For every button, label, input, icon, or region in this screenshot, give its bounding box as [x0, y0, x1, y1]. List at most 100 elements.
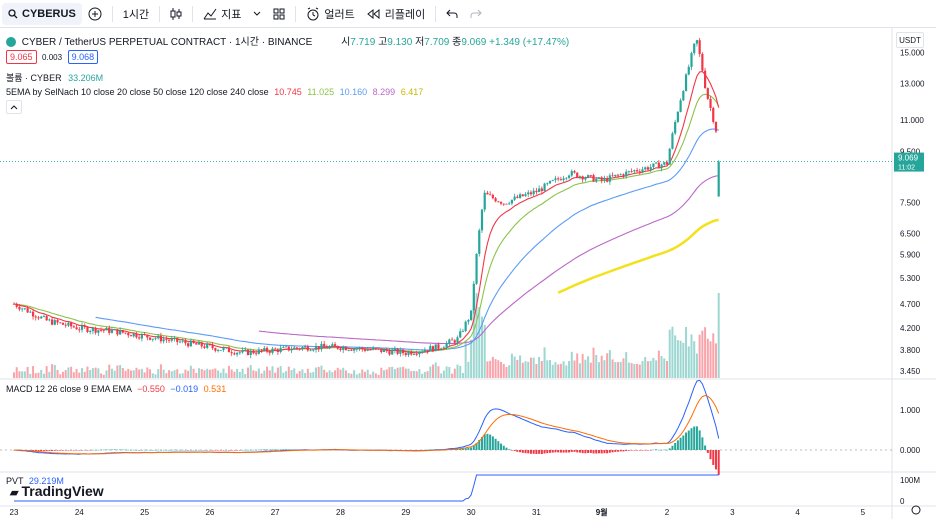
macd-histogram-bar — [53, 450, 56, 451]
symbol-search-button[interactable]: CYBERUS — [2, 2, 82, 25]
buy-button[interactable]: 9.068 — [67, 50, 99, 64]
candle-body — [679, 100, 682, 112]
volume-bar — [287, 366, 290, 378]
volume-bar — [110, 368, 113, 378]
interval-button[interactable]: 1시간 — [122, 8, 150, 21]
macd-histogram-bar — [64, 450, 67, 451]
indicators-button[interactable]: 지표 — [197, 3, 247, 25]
templates-button[interactable] — [267, 3, 291, 25]
candle-body — [339, 348, 342, 350]
volume-bar — [358, 373, 361, 378]
candle-body — [116, 329, 119, 335]
candle-body — [157, 335, 160, 339]
candle-body — [655, 162, 658, 164]
macd-histogram-bar — [456, 449, 459, 450]
candle-body — [660, 164, 663, 169]
macd-histogram-bar — [622, 450, 625, 452]
volume-bar — [502, 363, 505, 378]
candle-body — [154, 338, 157, 340]
candle-body — [59, 322, 62, 324]
indicators-dropdown[interactable] — [247, 3, 267, 25]
candle-body — [110, 329, 114, 333]
macd-histogram-bar — [646, 450, 649, 451]
chart-canvas[interactable]: 15.000 13.000 11.000 9.500 7.500 6.500 5.900 5.… — [0, 28, 936, 519]
volume-legend[interactable]: 볼륨 · CYBER 33.206M — [6, 71, 103, 84]
candle-body — [494, 198, 497, 202]
pvt-legend[interactable]: PVT 29.219M — [6, 476, 64, 486]
candle-body — [301, 347, 304, 350]
compare-button[interactable] — [82, 3, 108, 25]
high-value: 9.130 — [387, 37, 413, 48]
macd-histogram-bar — [611, 450, 614, 453]
ema50-value: 10.160 — [339, 87, 368, 97]
chart-type-button[interactable] — [164, 3, 188, 25]
volume-bar — [355, 374, 358, 378]
volume-bar — [429, 366, 432, 378]
macd-legend[interactable]: MACD 12 26 close 9 EMA EMA −0.550 −0.019… — [6, 384, 226, 394]
candle-body — [56, 320, 59, 323]
candle-body — [646, 167, 650, 170]
macd-histogram-bar — [532, 450, 535, 454]
volume-bar — [470, 339, 473, 378]
candle-body — [132, 333, 135, 337]
sell-button[interactable]: 9.065 — [6, 50, 37, 64]
macd-histogram-bar — [698, 430, 701, 450]
candle-body — [453, 340, 456, 343]
macd-histogram-bar — [274, 449, 277, 450]
macd-histogram-bar — [578, 450, 581, 453]
collapse-legend-button[interactable] — [6, 100, 22, 114]
macd-histogram-bar — [494, 438, 497, 450]
volume-bar — [486, 361, 489, 378]
macd-histogram-bar — [181, 449, 184, 451]
volume-bar — [644, 357, 647, 378]
volume-bar — [72, 372, 75, 378]
undo-button[interactable] — [440, 3, 464, 25]
volume-value: 33.206M — [68, 73, 104, 83]
macd-histogram-bar — [657, 449, 660, 451]
volume-bar — [614, 362, 617, 378]
candle-body — [271, 348, 274, 353]
candle-body — [119, 330, 122, 335]
macd-histogram-bar — [42, 450, 45, 451]
macd-histogram-bar — [83, 449, 86, 451]
candle-body — [663, 162, 666, 165]
volume-bar — [494, 359, 497, 378]
candle-body — [480, 209, 484, 231]
macd-histogram-bar — [682, 435, 685, 450]
candle-body — [423, 350, 426, 352]
indicators-icon — [203, 8, 217, 20]
redo-button[interactable] — [464, 3, 488, 25]
candle-body — [508, 203, 511, 205]
low-label: 저 — [415, 37, 425, 48]
macd-histogram-bar — [266, 449, 269, 451]
currency-selector[interactable]: USDT — [896, 32, 924, 48]
price-tick-label: 15.000 — [900, 49, 925, 58]
volume-bar — [581, 354, 584, 378]
time-tick-label: 3 — [730, 508, 735, 517]
candle-body — [31, 311, 35, 317]
volume-bar — [489, 360, 492, 378]
macd-histogram-bar — [695, 426, 698, 450]
candle-body — [135, 333, 138, 338]
volume-bar — [562, 361, 565, 378]
volume-bar — [679, 340, 682, 378]
volume-bar — [671, 326, 674, 378]
candle-body — [45, 316, 48, 321]
candle-body — [61, 322, 65, 325]
volume-bar — [478, 307, 481, 378]
volume-bar — [21, 371, 24, 378]
volume-bar — [551, 364, 554, 378]
symbol-label: CYBERUS — [22, 7, 76, 20]
macd-histogram-bar — [200, 449, 203, 451]
candle-body — [94, 327, 97, 333]
volume-bar — [453, 368, 456, 378]
ema-legend[interactable]: 5EMA by SelNach 10 close 20 close 50 clo… — [6, 87, 423, 97]
volume-bar — [687, 346, 690, 378]
chart-area[interactable]: 15.000 13.000 11.000 9.500 7.500 6.500 5.900 5.… — [0, 28, 936, 519]
replay-button[interactable]: 리플레이 — [361, 3, 431, 25]
macd-histogram-bar — [597, 450, 600, 454]
candle-body — [641, 169, 644, 172]
volume-bar — [263, 370, 266, 378]
alert-button[interactable]: 얼러트 — [300, 3, 360, 25]
volume-bar — [214, 368, 217, 378]
